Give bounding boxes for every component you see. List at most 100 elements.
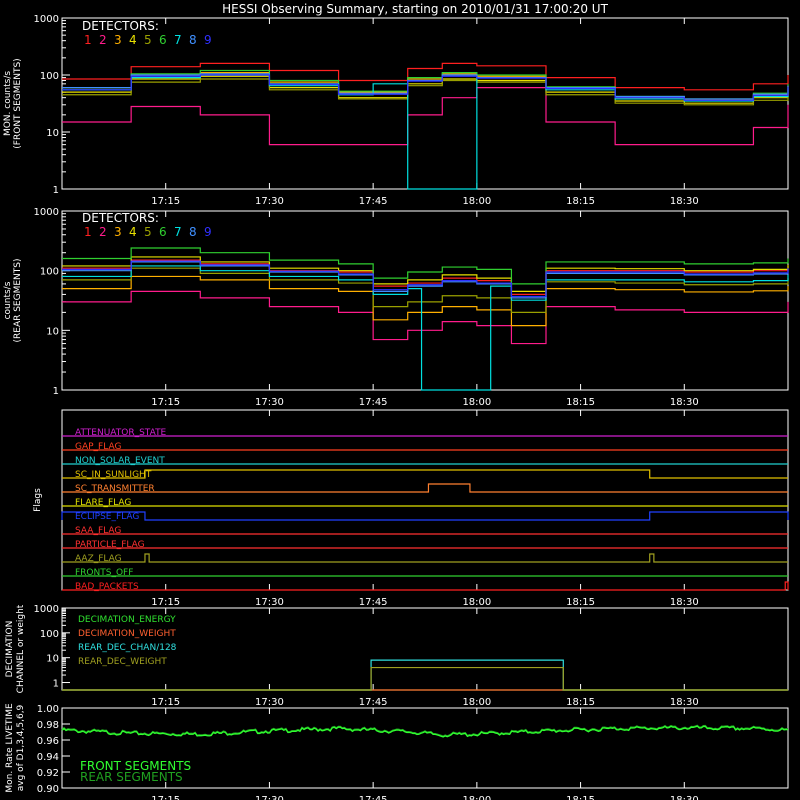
flag-label-sc_transmitter: SC_TRANSMITTER <box>75 484 155 494</box>
series-line-detector-2 <box>62 87 789 146</box>
legend-entry-detector-8: 8 <box>189 225 197 239</box>
x-tick-label: 18:15 <box>566 196 595 207</box>
series-line-detector-2 <box>62 290 789 345</box>
flag-label-saa_flag: SAA_FLAG <box>75 526 121 536</box>
legend-entry-rear-dec-weight: REAR_DEC_WEIGHT <box>78 657 167 667</box>
panel-front: 17:15 17:30 17:45 18:00 18:15 18:30 1 10 100 1000… <box>3 14 789 207</box>
x-tick-label: 18:00 <box>462 795 491 800</box>
x-tick-label: 17:15 <box>151 697 180 708</box>
series-line-rear-segments <box>61 724 788 737</box>
flag-label-bad_packets: BAD_PACKETS <box>75 582 139 592</box>
x-tick-label: 18:00 <box>462 196 491 207</box>
flag-label-aaz_flag: AAZ_FLAG <box>75 554 122 564</box>
x-tick-label: 18:00 <box>462 597 491 608</box>
y-tick-label: 10 <box>46 654 59 665</box>
legend-entry-detector-4: 4 <box>129 225 137 239</box>
x-tick-label: 17:15 <box>151 397 180 408</box>
x-tick-label: 18:00 <box>462 397 491 408</box>
x-tick-label: 18:15 <box>566 397 595 408</box>
y-tick-label: 100 <box>40 629 59 640</box>
panels: 17:15 17:30 17:45 18:00 18:15 18:301101001000… <box>3 14 789 800</box>
series-line-detector-1 <box>62 62 789 91</box>
panel-flags: 17:15 17:30 17:45 18:00 18:15 18:30 Flags ATTEN… <box>33 409 789 608</box>
legend-entry-detector-9: 9 <box>204 33 212 47</box>
flag-label-sc_in_sunlight: SC_IN_SUNLIGHT <box>75 470 152 480</box>
y-axis-label: MON. counts/s <box>3 71 13 136</box>
y-tick-label: 1 <box>53 386 59 397</box>
x-tick-label: 17:30 <box>255 397 284 408</box>
legend-entry-detector-5: 5 <box>144 225 152 239</box>
legend-entry-decimation-energy: DECIMATION_ENERGY <box>78 615 176 625</box>
legend-entry-detector-2: 2 <box>99 33 107 47</box>
flag-label-eclipse_flag: ECLIPSE_FLAG <box>75 512 139 522</box>
series-line-detector-6 <box>62 247 789 285</box>
flag-label-non_solar_event: NON_SOLAR_EVENT <box>75 456 165 466</box>
legend-title: DETECTORS: <box>82 211 159 225</box>
x-tick-label: 18:15 <box>566 697 595 708</box>
legend-entry-detector-2: 2 <box>99 225 107 239</box>
flag-line-bad_packets <box>62 581 789 591</box>
x-tick-label: 17:30 <box>255 795 284 800</box>
legend-entry-decimation-weight: DECIMATION_WEIGHT <box>78 629 176 639</box>
series-line-detector-3 <box>62 275 789 327</box>
legend-entry-detector-6: 6 <box>159 225 167 239</box>
legend-entry-detector-3: 3 <box>114 33 122 47</box>
x-tick-label: 18:30 <box>670 597 699 608</box>
x-tick-label: 18:15 <box>566 597 595 608</box>
y-tick-label: 1000 <box>34 604 59 615</box>
y-tick-label: 0.94 <box>37 752 59 763</box>
y-tick-label: 0.98 <box>37 720 59 731</box>
y-axis-label: (REAR SEGMENTS) <box>13 258 23 342</box>
y-tick-label: 10 <box>46 326 59 337</box>
x-tick-label: 18:00 <box>462 697 491 708</box>
y-tick-label: 1.00 <box>37 704 59 715</box>
panel-rear: 17:15 17:30 17:45 18:00 18:15 18:30 1 10 100 1000… <box>3 207 789 408</box>
flag-label-attenuator_state: ATTENUATOR_STATE <box>75 428 167 438</box>
y-axis-label: DECIMATION <box>5 621 15 678</box>
legend-entry-detector-1: 1 <box>84 33 92 47</box>
x-tick-label: 17:45 <box>359 597 388 608</box>
panel-livetime: 17:15 17:30 17:45 18:00 18:15 18:30 0.90 0.92 0.… <box>5 703 789 800</box>
y-axis-label: CHANNEL or weight <box>16 604 26 693</box>
series-line-detector-9 <box>62 74 789 101</box>
x-tick-label: 18:30 <box>670 196 699 207</box>
legend-entry-rear-dec-chan-128: REAR_DEC_CHAN/128 <box>78 643 177 653</box>
y-axis-label: avg of D1,3,4,5,6,9 <box>16 704 26 791</box>
legend-entry-detector-8: 8 <box>189 33 197 47</box>
y-tick-label: 1 <box>53 185 59 196</box>
legend-entry-detector-7: 7 <box>174 225 182 239</box>
flag-line-aaz_flag <box>62 553 788 563</box>
flag-label-fronts_off: FRONTS_OFF <box>75 568 133 578</box>
y-tick-label: 1000 <box>34 207 59 218</box>
y-tick-label: 0.90 <box>37 784 59 795</box>
panel-decimation: 17:15 17:30 17:45 18:00 18:15 18:30 1 10 100 1000… <box>5 604 789 708</box>
legend-entry-detector-4: 4 <box>129 33 137 47</box>
x-tick-label: 17:15 <box>151 597 180 608</box>
legend-entry-detector-9: 9 <box>204 225 212 239</box>
series-line-detector-5 <box>62 267 789 313</box>
legend-entry-detector-3: 3 <box>114 225 122 239</box>
plot-frame <box>61 707 789 789</box>
y-tick-label: 0.96 <box>37 736 59 747</box>
y-axis-label: counts/s <box>3 281 13 319</box>
legend-entry-detector-7: 7 <box>174 33 182 47</box>
y-tick-label: 1000 <box>34 14 59 25</box>
flag-line-sc_transmitter <box>62 483 788 493</box>
x-tick-label: 18:30 <box>670 795 699 800</box>
x-tick-label: 17:45 <box>359 795 388 800</box>
flag-label-gap_flag: GAP_FLAG <box>75 442 121 452</box>
y-axis-label: Flags <box>33 488 43 512</box>
flag-label-particle_flag: PARTICLE_FLAG <box>75 540 145 550</box>
flag-label-flare_flag: FLARE_FLAG <box>75 498 131 508</box>
x-tick-label: 18:30 <box>670 397 699 408</box>
y-tick-label: 0.92 <box>37 768 59 779</box>
x-tick-label: 17:45 <box>359 697 388 708</box>
y-tick-label: 1 <box>53 679 59 690</box>
x-tick-label: 17:45 <box>359 397 388 408</box>
legend-entry-detector-1: 1 <box>84 225 92 239</box>
series-line-detector-7 <box>62 265 789 391</box>
flag-line-sc_in_sunlight <box>62 469 788 479</box>
y-axis-label: Mon. Rate LIVETIME <box>5 703 15 793</box>
y-tick-label: 100 <box>40 267 59 278</box>
